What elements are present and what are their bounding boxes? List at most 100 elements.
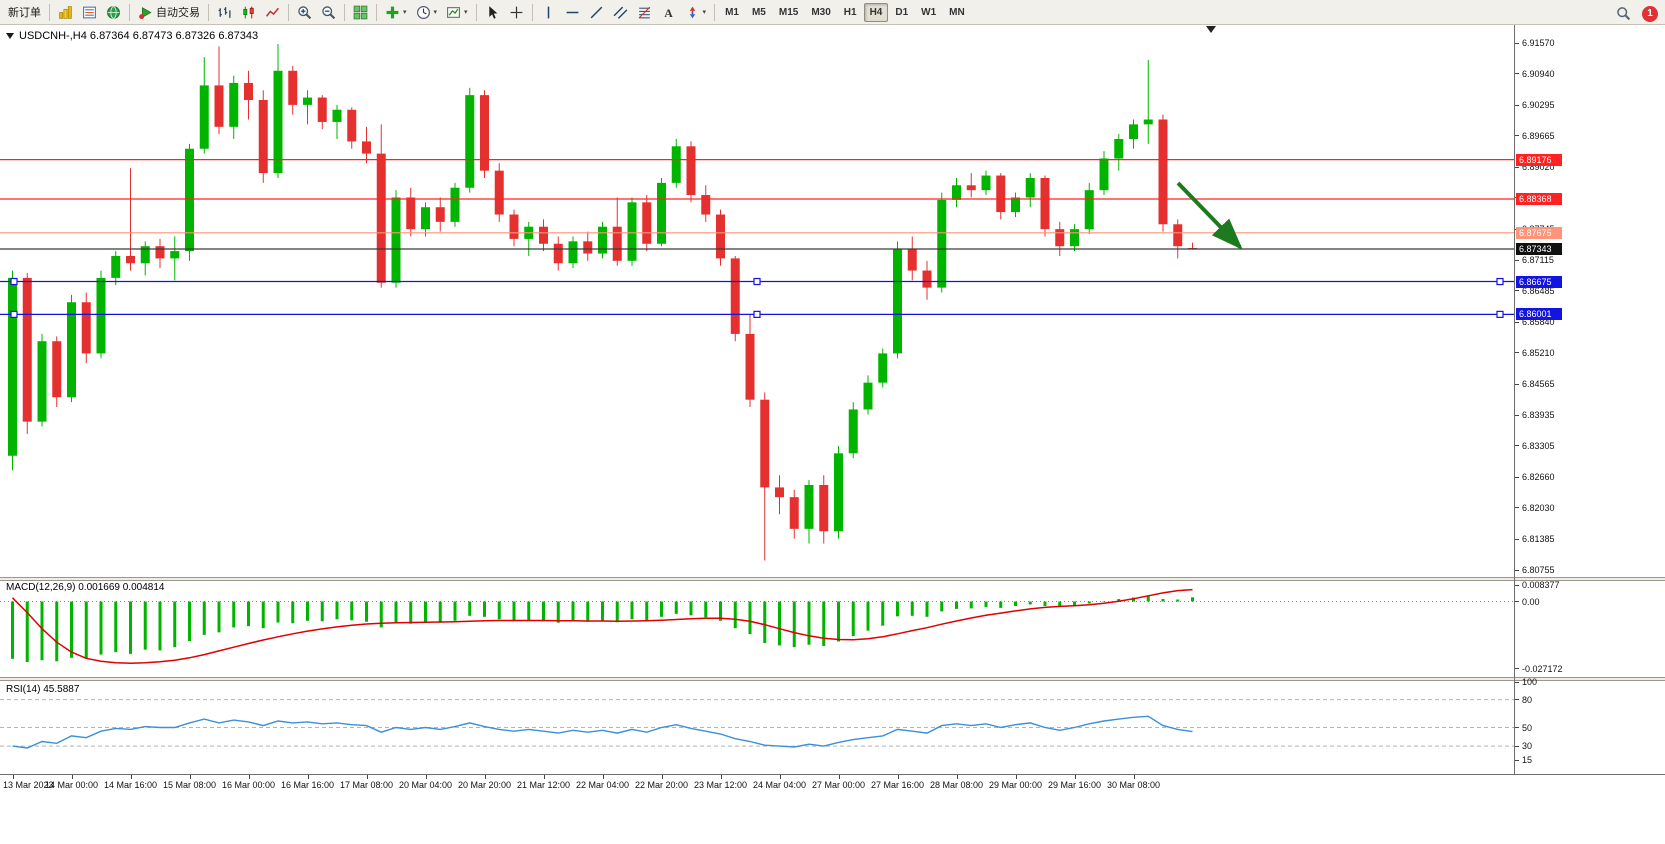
- price-tick: [1515, 166, 1519, 168]
- timeframe-m30-button[interactable]: M30: [805, 3, 836, 22]
- support-line-1-badge[interactable]: 6.86675: [1516, 275, 1562, 288]
- candle-body: [686, 146, 696, 196]
- candle-body: [96, 277, 106, 354]
- autotrading-button[interactable]: 自动交易: [134, 2, 204, 23]
- symbol-ohlc-label: USDCNH-,H4 6.87364 6.87473 6.87326 6.873…: [19, 30, 259, 42]
- time-tick: [956, 775, 958, 779]
- channel-button[interactable]: [609, 2, 632, 23]
- timeframe-mn-button[interactable]: MN: [943, 3, 971, 22]
- timeframe-m15-button[interactable]: M15: [773, 3, 804, 22]
- candle-body: [937, 199, 947, 288]
- macd-axis-label: 0.00: [1522, 596, 1540, 607]
- marketwatch-icon: [82, 5, 97, 20]
- candlestick-chart-button[interactable]: [237, 2, 260, 23]
- candle-body: [598, 226, 607, 254]
- support-line-1-handle[interactable]: [753, 277, 761, 286]
- bar-chart-button[interactable]: [213, 2, 236, 23]
- candle-body: [303, 97, 312, 105]
- horizontal-line-button[interactable]: [561, 2, 584, 23]
- candle-body: [52, 341, 62, 398]
- time-tick: [838, 775, 840, 779]
- time-tick-label: 20 Mar 20:00: [457, 780, 512, 790]
- support-line-2-handle[interactable]: [10, 310, 18, 318]
- navigator-button[interactable]: [102, 2, 125, 23]
- cursor-button[interactable]: [481, 2, 504, 23]
- pane-splitter-rsi[interactable]: [0, 677, 1665, 681]
- price-tick-label: 6.91570: [1522, 38, 1555, 48]
- new-order-button[interactable]: 新订单: [4, 2, 45, 23]
- timeframe-h4-button[interactable]: H4: [863, 2, 889, 22]
- rsi-axis-label: 15: [1522, 755, 1533, 766]
- indicators-button[interactable]: ▾: [381, 2, 411, 23]
- price-tick-label: 6.83935: [1522, 410, 1555, 421]
- tile-windows-button[interactable]: [349, 2, 372, 23]
- toolbar-separator: [475, 3, 477, 21]
- candle-body: [435, 207, 445, 222]
- candle-body: [67, 302, 76, 398]
- time-tick: [1074, 775, 1076, 779]
- resistance-line-1-badge[interactable]: 6.89176: [1516, 153, 1562, 166]
- notification-badge[interactable]: 1: [1642, 5, 1658, 22]
- price-chart-pane[interactable]: [0, 25, 1514, 577]
- periods-button[interactable]: ▾: [412, 2, 442, 23]
- candle-body: [111, 255, 121, 278]
- candle-body: [1025, 177, 1035, 198]
- zoom-in-button[interactable]: [293, 2, 316, 23]
- candle-body: [996, 175, 1006, 213]
- timeframe-h1-button[interactable]: H1: [838, 3, 863, 22]
- resistance-line-2-badge[interactable]: 6.88368: [1516, 193, 1562, 206]
- candle-body: [244, 82, 253, 101]
- dropdown-caret-icon: ▾: [433, 8, 438, 16]
- candle-body: [421, 207, 430, 230]
- templates-button[interactable]: ▾: [442, 2, 472, 23]
- trendline-icon: [589, 5, 604, 20]
- candle-body: [376, 153, 386, 283]
- timeframe-d1-button[interactable]: D1: [889, 3, 914, 22]
- time-axis[interactable]: 13 Mar 2023 14 Mar 00:00 14 Mar 16:00 15 Ma…: [0, 774, 1665, 794]
- time-tick-label: 29 Mar 16:00: [1047, 780, 1102, 790]
- candle-body: [878, 353, 888, 383]
- arrows-tool-button[interactable]: ▾: [681, 2, 711, 23]
- time-tick-label: 16 Mar 16:00: [280, 780, 335, 790]
- price-tick: [1515, 476, 1519, 478]
- support-line-1-handle[interactable]: [1496, 277, 1504, 286]
- timeframe-m5-button[interactable]: M5: [746, 3, 772, 22]
- time-tick: [366, 775, 368, 779]
- search-button[interactable]: [1612, 3, 1635, 24]
- timeframe-w1-button[interactable]: W1: [915, 3, 942, 22]
- rsi-tick: [1515, 727, 1519, 728]
- profiles-button[interactable]: [54, 2, 77, 23]
- rsi-tick: [1515, 699, 1519, 701]
- support-line-1-handle[interactable]: [10, 277, 18, 286]
- market-watch-button[interactable]: [78, 2, 101, 23]
- macd-pane[interactable]: [0, 581, 1514, 677]
- trendline-button[interactable]: [585, 2, 608, 23]
- crosshair-button[interactable]: [505, 2, 528, 23]
- candle-body: [1011, 197, 1020, 213]
- support-line-2-handle[interactable]: [753, 310, 761, 318]
- candle-body: [1040, 177, 1050, 230]
- support-line-2-badge[interactable]: 6.86001: [1516, 308, 1562, 321]
- trend-arrow[interactable]: [1176, 181, 1243, 250]
- current-price-line-badge[interactable]: 6.87343: [1516, 242, 1562, 255]
- candle-body: [37, 341, 47, 422]
- pane-splitter-macd[interactable]: [0, 577, 1665, 581]
- pivot-line-badge[interactable]: 6.87675: [1516, 226, 1562, 239]
- support-line-2-handle[interactable]: [1496, 310, 1504, 318]
- chart-shift-marker[interactable]: [1206, 26, 1216, 33]
- profiles-icon: [58, 5, 73, 20]
- chart-dropdown-icon[interactable]: [6, 33, 14, 39]
- vertical-line-button[interactable]: [537, 2, 560, 23]
- time-tick: [602, 775, 604, 779]
- line-chart-button[interactable]: [261, 2, 284, 23]
- zoomin-icon: [297, 5, 312, 20]
- rsi-pane[interactable]: [0, 681, 1514, 774]
- timeframe-m1-button[interactable]: M1: [719, 3, 745, 22]
- zoom-out-button[interactable]: [317, 2, 340, 23]
- fibonacci-button[interactable]: [633, 2, 656, 23]
- price-axis[interactable]: 6.91570 6.90940 6.90295 6.89665 6.89020 6.883…: [1514, 25, 1665, 774]
- toolbar-separator: [288, 3, 289, 21]
- candle-body: [745, 333, 755, 400]
- candle-body: [258, 100, 268, 174]
- text-tool-button[interactable]: [657, 2, 680, 23]
